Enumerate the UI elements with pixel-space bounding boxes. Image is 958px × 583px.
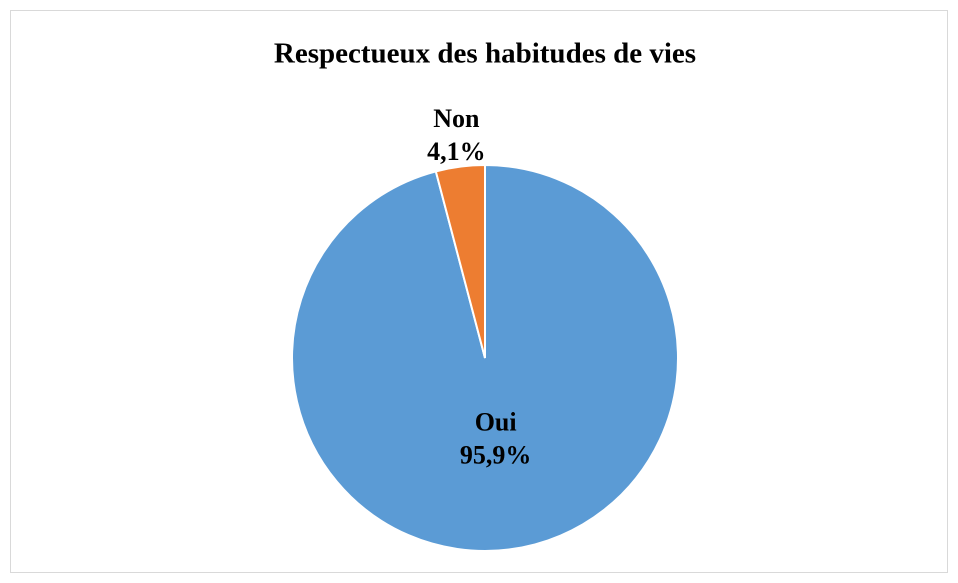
pie-slice	[434, 163, 486, 359]
chart-title: Respectueux des habitudes de vies	[274, 38, 696, 70]
slice-value-label: 95,9%	[460, 440, 532, 469]
slice-category-label: Non	[433, 104, 480, 133]
slice-value-label: 4,1%	[427, 137, 486, 166]
slice-category-label: Oui	[475, 407, 517, 436]
